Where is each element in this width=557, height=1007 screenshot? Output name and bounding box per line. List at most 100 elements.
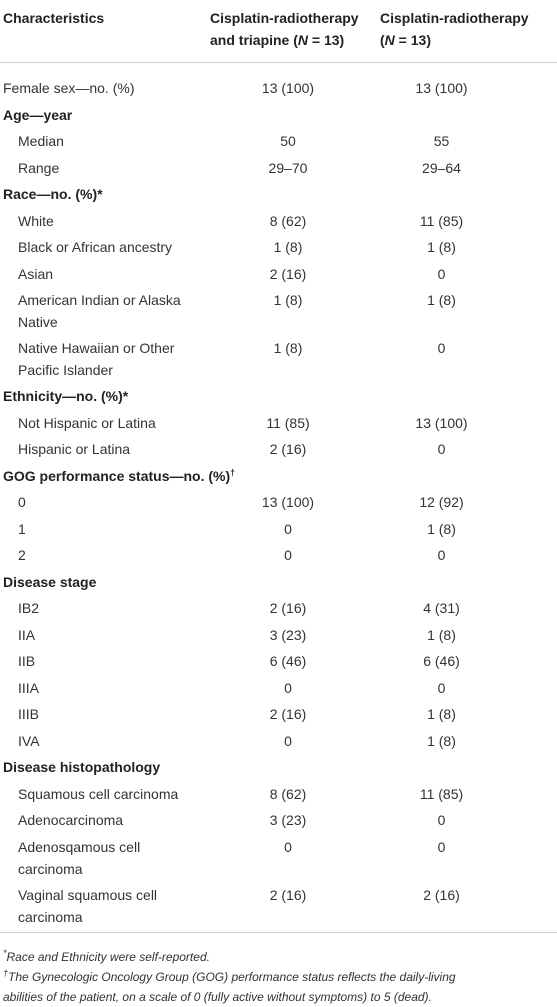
row-label: 1 [0,518,204,540]
table-row: Black or African ancestry 1 (8) 1 (8) [0,234,557,261]
label-line: carcinoma [18,860,83,877]
cell-value: 0 [437,547,446,563]
table-row: Squamous cell carcinoma 8 (62) 11 (85) [0,781,557,808]
cell-value: 0 [284,732,292,749]
label-text: 2 [18,547,26,563]
row-label: Adenosqamous cell carcinoma [0,836,204,880]
table-row: Hispanic or Latina 2 (16) 0 [0,436,557,463]
label-text: Hispanic or Latina [18,441,131,457]
cell-value: 3 (23) [269,812,307,828]
cell-value: 0 [437,812,446,828]
row-label: IIIB [0,703,204,725]
cell-value: 11 (85) [266,414,310,431]
label-text: Adenocarcinoma [18,812,124,828]
table-row: Vaginal squamous cell carcinoma 2 (16) 2 (1… [0,882,557,930]
table-row: Female sex—no. (%) 13 (100) 13 (100) [0,75,557,102]
row-label: Black or African ancestry [0,236,204,258]
cell-value: 1 (8) [273,292,303,308]
cell-value: 2 (16) [269,265,307,282]
header-text: and triapine ( [210,32,298,48]
cell-value: 1 (8) [427,732,456,749]
footnote-line: *Race and Ethnicity were self-reported. [3,947,557,967]
label-text: Black or African ancestry [18,239,173,255]
footnote: *Race and Ethnicity were self-reported. [3,947,557,967]
section-row: Age—year [0,102,557,129]
cell-value: 0 [284,679,292,696]
footnote-text: Race and Ethnicity were self-reported. [6,949,210,964]
table-row: White 8 (62) 11 (85) [0,208,557,235]
table-row: Median 50 55 [0,128,557,155]
cell-value: 11 (85) [419,785,464,802]
table-row: Not Hispanic or Latina 11 (85) 13 (100) [0,410,557,437]
cell-value: 1 (8) [427,520,456,537]
header-cell: Characteristics [0,0,204,62]
footnote-line: †The Gynecologic Oncology Group (GOG) pe… [3,967,557,987]
header-text: Cisplatin-radiotherapy [380,10,529,26]
row-label: Asian [0,263,204,285]
label-text: IIA [18,626,36,643]
section-row: GOG performance status—no. (%)† [0,463,557,490]
section-text: Ethnicity—no. (%)* [3,388,129,404]
section-note: † [230,466,236,477]
table-row: American Indian or Alaska Native 1 (8) 1 (8… [0,287,557,335]
row-label: Vaginal squamous cell carcinoma [0,884,204,928]
label-text: Not Hispanic or Latina [18,414,156,431]
table-row: IVA 0 1 (8) [0,728,557,755]
table-row: Adenocarcinoma 3 (23) 0 [0,807,557,834]
header-cell: Cisplatin-radiotherapy and triapine (N = … [204,0,380,62]
cell-value: 0 [437,340,446,356]
section-text: Age—year [3,106,73,123]
label-line: carcinoma [18,908,83,925]
cell-value: 1 (8) [427,706,456,722]
label-text: IB2 [18,600,40,616]
header-text: = 13) [308,32,345,48]
cell-value: 11 (85) [419,212,464,229]
row-label: Native Hawaiian or Other Pacific Islander [0,337,204,381]
section-label: Race—no. (%)* [0,183,557,205]
section-text: Disease stage [3,573,97,590]
cell-value: 1 (8) [427,292,456,308]
footnote-text: abilities of the patient, on a scale of … [3,989,432,1004]
cell-value: 8 (62) [269,785,307,802]
header-text: N [384,32,395,48]
label-text: IIIA [18,679,40,696]
cell-value: 3 (23) [269,626,307,643]
label-line: Vaginal squamous cell [18,886,158,903]
row-label: Median [0,130,204,152]
section-label: Age—year [0,104,557,126]
footnote-line: abilities of the patient, on a scale of … [3,987,557,1007]
row-label: IIA [0,624,204,646]
footnote: †The Gynecologic Oncology Group (GOG) pe… [3,967,557,1007]
row-label: Range [0,157,204,179]
cell-value: 0 [284,838,292,855]
footnote-mark: † [3,967,9,978]
header-text: ( [380,32,385,48]
cell-value: 4 (31) [423,600,460,616]
section-row: Ethnicity—no. (%)* [0,383,557,410]
section-text: GOG performance status—no. (%) [3,467,231,484]
cell-value: 2 (16) [269,706,307,722]
row-label: Hispanic or Latina [0,438,204,460]
table-row: 1 0 1 (8) [0,516,557,543]
label-text: IIIB [18,706,40,722]
cell-value: 29–70 [268,159,308,176]
section-label: GOG performance status—no. (%)† [0,465,557,487]
cell-value: 13 (100) [261,80,315,96]
label-text: IVA [18,732,40,749]
table-row: Range 29–70 29–64 [0,155,557,182]
label-text: 0 [18,494,26,510]
cell-value: 0 [437,265,446,282]
label-line: Adenosqamous cell [18,838,141,855]
cell-value: 12 (92) [419,494,464,510]
row-label: White [0,210,204,232]
cell-value: 2 (16) [423,886,460,903]
cell-value: 2 (16) [269,441,307,457]
cell-value: 2 (16) [269,886,307,903]
footnote-mark: * [3,947,7,958]
table-body: Female sex—no. (%) 13 (100) 13 (100) Age—ye… [0,63,557,933]
section-text: Disease histopathology [3,759,161,775]
cell-value: 50 [280,133,296,149]
label-text: White [18,212,54,229]
table-row: 0 13 (100) 12 (92) [0,489,557,516]
